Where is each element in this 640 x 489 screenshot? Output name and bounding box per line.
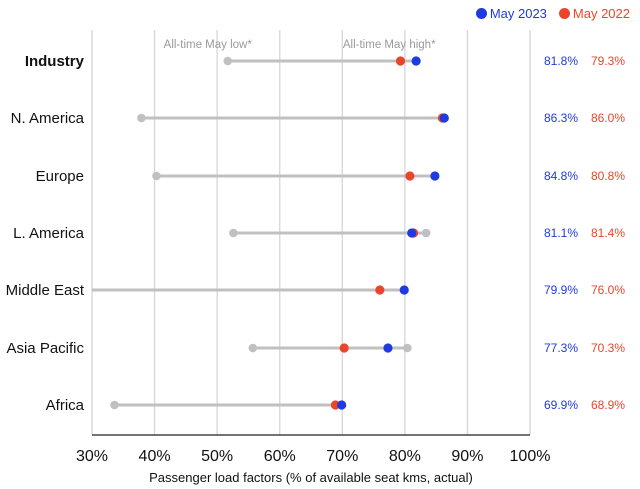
value-label-may-2022: 81.4% [591,226,625,240]
range-low-point [248,343,258,353]
value-label-may-2023: 84.8% [544,169,578,183]
legend-label-may-2022: May 2022 [572,6,630,21]
value-label-may-2022: 70.3% [591,341,625,355]
range-high-point [403,343,412,353]
value-label-may-2023: 86.3% [544,111,578,125]
range-high-point [421,228,431,238]
category-label: Middle East [6,282,85,299]
x-tick-label: 60% [264,448,296,465]
x-tick-label: 80% [389,448,421,465]
x-tick-label: 30% [76,448,108,465]
legend-item-may-2022: May 2022 [558,6,630,21]
point-may-2022 [339,343,349,353]
category-label: Industry [25,53,85,70]
point-may-2023 [411,56,421,66]
value-label-may-2023: 81.1% [544,226,578,240]
x-axis-title: Passenger load factors (% of available s… [149,470,473,485]
point-may-2022 [405,171,415,181]
point-may-2023 [407,228,417,238]
category-label: N. America [11,110,85,127]
point-may-2023 [439,113,449,123]
category-label: Europe [36,168,84,185]
value-label-may-2022: 79.3% [591,54,625,68]
point-may-2022 [375,285,385,295]
legend-label-may-2023: May 2023 [489,6,547,21]
x-tick-label: 70% [326,448,358,465]
value-label-may-2023: 69.9% [544,398,578,412]
annotation-all-time-low: All-time May low* [164,39,253,51]
point-may-2023 [430,171,440,181]
range-low-point [223,56,233,66]
point-may-2023 [399,285,409,295]
legend-dot-may-2022-icon [558,8,570,19]
legend-dot-may-2023-icon [475,8,487,19]
x-tick-label: 100% [510,448,551,465]
point-may-2022 [395,56,406,66]
value-label-may-2023: 79.9% [544,283,578,297]
range-low-point [137,113,146,123]
x-tick-label: 40% [139,448,171,465]
legend-item-may-2023: May 2023 [475,6,547,21]
point-may-2023 [337,400,347,410]
value-label-may-2022: 86.0% [591,111,625,125]
category-label: L. America [13,225,85,242]
range-low-point [110,400,119,410]
category-label: Asia Pacific [6,340,84,357]
category-label: Africa [46,397,85,414]
x-tick-label: 50% [201,448,233,465]
x-tick-label: 90% [451,448,483,465]
annotation-all-time-high: All-time May high* [343,39,436,51]
point-may-2023 [383,343,393,353]
range-low-point [229,228,238,238]
value-label-may-2022: 80.8% [591,169,625,183]
value-label-may-2023: 81.8% [544,54,578,68]
value-label-may-2022: 76.0% [591,283,625,297]
value-label-may-2022: 68.9% [591,398,625,412]
range-low-point [152,171,161,181]
value-label-may-2023: 77.3% [544,341,578,355]
legend: May 2023 May 2022 [475,6,630,21]
